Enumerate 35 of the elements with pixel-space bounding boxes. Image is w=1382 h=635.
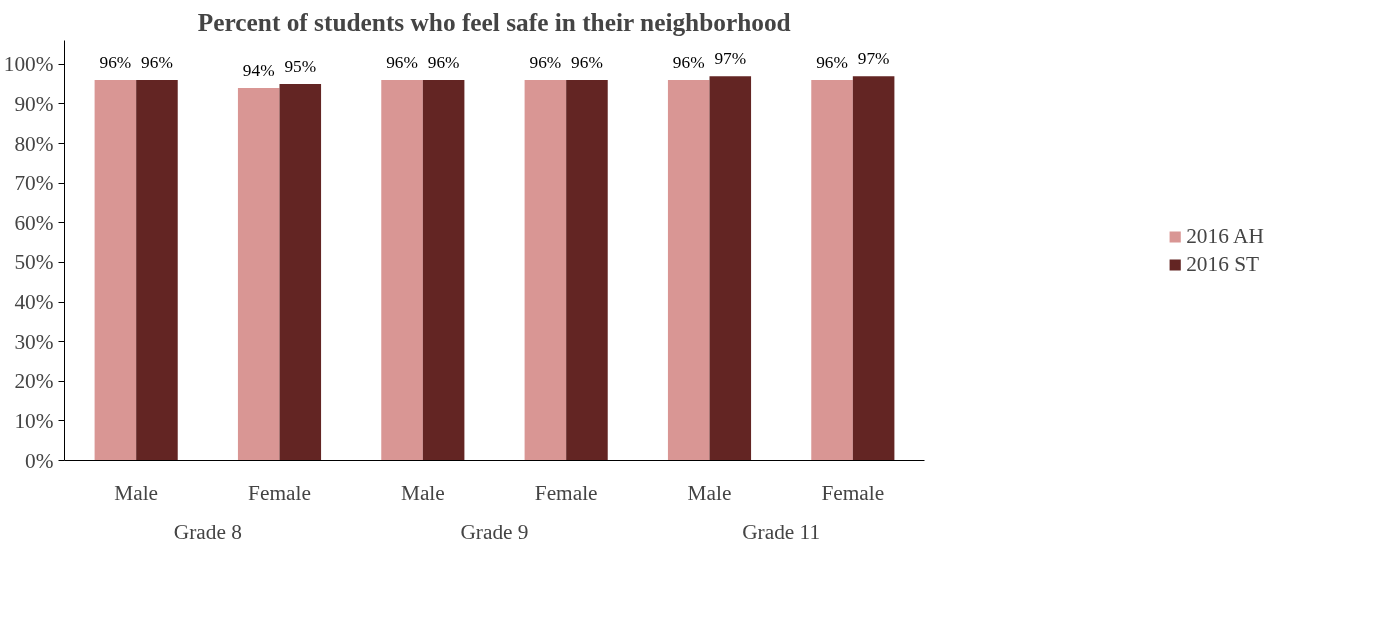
y-tick-label: 20% xyxy=(14,369,54,394)
data-label: 97% xyxy=(857,49,890,69)
data-label: 96% xyxy=(672,53,705,73)
data-label: 96% xyxy=(141,53,173,73)
data-label: 96% xyxy=(386,53,418,73)
text: Grade 11 xyxy=(742,519,821,544)
y-tick-label: 60% xyxy=(14,210,54,235)
data-label: 94% xyxy=(242,61,275,81)
x-tick-label: Male xyxy=(687,480,732,505)
x-tick-label: Female xyxy=(821,480,885,505)
data-label: 96% xyxy=(816,53,848,73)
y-tick-label: 30% xyxy=(14,329,54,354)
y-tick-label: 90% xyxy=(14,91,54,116)
data-label: 96% xyxy=(427,53,460,73)
y-tick-label: 70% xyxy=(14,171,54,196)
y-tick-label: 0% xyxy=(25,448,54,473)
data-label: 96% xyxy=(99,53,132,73)
data-label: 96% xyxy=(529,53,562,73)
text: Grade 8 xyxy=(173,519,242,544)
y-tick-label: 40% xyxy=(14,290,54,315)
x-tick-label: Female xyxy=(248,480,311,505)
y-tick-label: 100% xyxy=(3,52,54,77)
x-tick-label: Male xyxy=(400,480,445,505)
data-label: 97% xyxy=(714,49,747,69)
data-label: 96% xyxy=(571,53,603,73)
x-tick-label: Female xyxy=(534,480,598,505)
x-tick-label: Male xyxy=(114,480,159,505)
legend-label: 2016 ST xyxy=(1186,251,1260,277)
y-tick-label: 10% xyxy=(14,408,54,433)
chart-title: Percent of students who feel safe in their neighborhood xyxy=(197,7,791,36)
y-tick-label: 80% xyxy=(14,131,54,156)
text: Grade 9 xyxy=(460,519,529,544)
y-tick-label: 50% xyxy=(14,250,54,275)
data-label: 95% xyxy=(284,57,317,77)
legend-label: 2016 AH xyxy=(1186,223,1264,249)
